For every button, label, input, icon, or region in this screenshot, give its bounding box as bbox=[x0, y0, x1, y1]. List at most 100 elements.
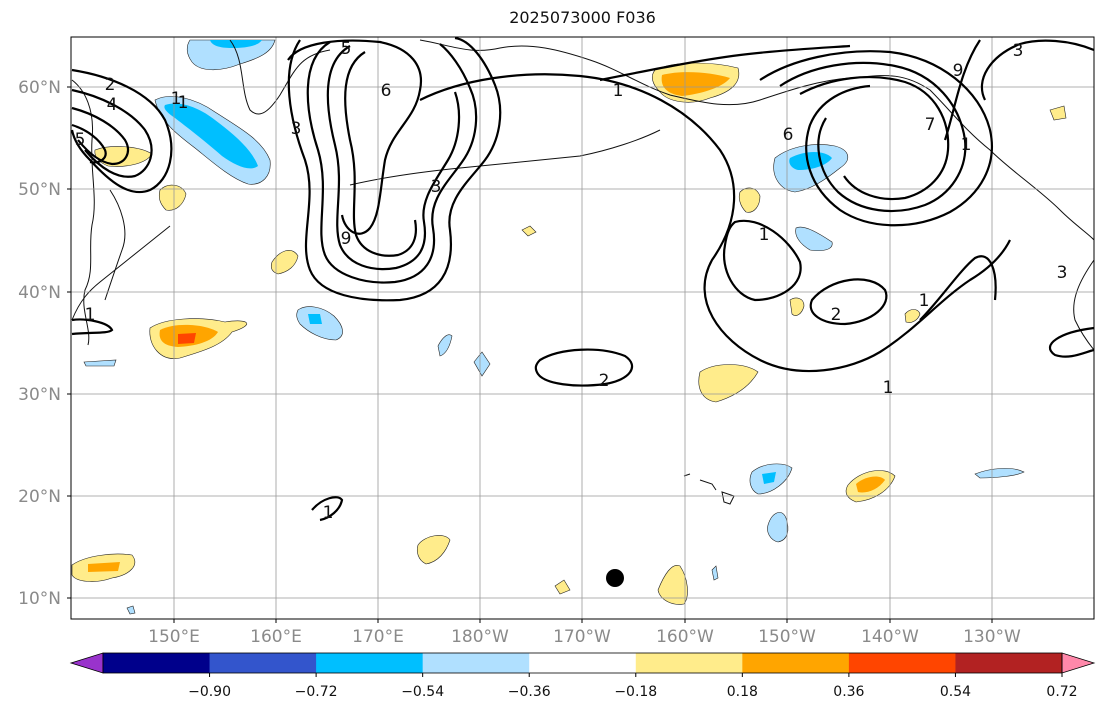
contour-label: 3 bbox=[291, 119, 302, 139]
positive-anomaly bbox=[554, 579, 571, 595]
negative-anomaly bbox=[210, 40, 262, 48]
aleutian-islands bbox=[349, 129, 661, 186]
longitude-axis: 150°E 160°E 170°E 180°W 170°W 160°W 150°W 140°W… bbox=[148, 619, 1021, 647]
positive-anomaly bbox=[88, 562, 120, 572]
colorbar-tick-label: −0.36 bbox=[508, 684, 551, 700]
contour-line bbox=[722, 219, 802, 302]
contour-label: 1 bbox=[961, 135, 972, 155]
alaska-coastline bbox=[419, 39, 1095, 241]
contour-label: 2 bbox=[105, 75, 116, 95]
kamchatka-coastline bbox=[229, 39, 331, 115]
contour-line bbox=[534, 348, 633, 387]
contours bbox=[70, 36, 1095, 522]
contour-label: 1 bbox=[919, 291, 930, 311]
contour-label: 1 bbox=[85, 305, 96, 325]
contour-line bbox=[980, 39, 1095, 101]
colorbar-bin bbox=[635, 653, 743, 673]
negative-anomaly bbox=[164, 103, 258, 169]
colorbar-tick-label: −0.18 bbox=[614, 684, 657, 700]
map-title: 2025073000 F036 bbox=[509, 8, 656, 27]
colorbar-bin bbox=[422, 653, 530, 673]
colorbar-extend-low bbox=[69, 652, 104, 674]
contour-line bbox=[779, 61, 967, 213]
lon-tick-label: 160°E bbox=[250, 627, 302, 647]
contour-label: 2 bbox=[831, 305, 842, 325]
colorbar-tick-label: 0.36 bbox=[833, 684, 864, 700]
coastlines bbox=[71, 39, 1095, 505]
negative-anomaly bbox=[795, 226, 833, 252]
contour-line bbox=[759, 50, 993, 227]
latitude-axis: 60°N 50°N 40°N 30°N 20°N 10°N bbox=[18, 78, 71, 609]
lon-tick-label: 150°E bbox=[148, 627, 200, 647]
negative-anomaly bbox=[473, 351, 491, 377]
lon-tick-label: 140°W bbox=[861, 627, 919, 647]
colorbar-tick-label: 0.18 bbox=[727, 684, 758, 700]
contour-line bbox=[799, 76, 950, 201]
negative-anomaly bbox=[186, 39, 276, 71]
positive-anomaly bbox=[661, 72, 730, 96]
contour-label: 3 bbox=[1013, 41, 1024, 61]
contour-line bbox=[344, 51, 417, 257]
colorbar-bin bbox=[742, 653, 850, 673]
contour-line bbox=[71, 106, 129, 166]
lat-tick-label: 30°N bbox=[18, 385, 61, 405]
contour-label: 9 bbox=[341, 229, 352, 249]
contour-label: 6 bbox=[783, 125, 794, 145]
storm-center-marker bbox=[606, 569, 624, 587]
contour-line bbox=[70, 68, 173, 194]
lat-tick-label: 40°N bbox=[18, 283, 61, 303]
asia-coastline bbox=[71, 79, 95, 346]
colorbar-bin bbox=[316, 653, 424, 673]
contour-line bbox=[287, 39, 423, 235]
colorbar: −0.90 −0.72 −0.54 −0.36 −0.18 0.18 0.36 0.54 0.7… bbox=[69, 652, 1096, 700]
contour-label: 1 bbox=[613, 81, 624, 101]
contour-line bbox=[71, 88, 153, 178]
negative-anomaly bbox=[762, 472, 776, 484]
positive-anomaly bbox=[738, 187, 761, 213]
contour-line bbox=[1048, 326, 1095, 358]
lat-tick-label: 10°N bbox=[18, 589, 61, 609]
asia-coastline bbox=[104, 189, 126, 301]
contour-line bbox=[311, 496, 344, 522]
north-america-coastline bbox=[1073, 259, 1095, 351]
japan-coastline bbox=[71, 225, 171, 321]
contour-label: 6 bbox=[381, 81, 392, 101]
contour-line bbox=[287, 36, 502, 302]
contour-label: 1 bbox=[883, 378, 894, 398]
contour-label: 4 bbox=[107, 95, 118, 115]
lon-tick-label: 170°E bbox=[352, 627, 404, 647]
lat-tick-label: 50°N bbox=[18, 180, 61, 200]
contour-label: 3 bbox=[1057, 263, 1068, 283]
colorbar-extend-high bbox=[1061, 652, 1096, 674]
positive-anomaly bbox=[789, 297, 805, 316]
colorbar-bin bbox=[209, 653, 317, 673]
negative-anomaly bbox=[711, 565, 719, 581]
positive-anomaly bbox=[178, 333, 196, 344]
graticule bbox=[71, 37, 1094, 619]
negative-anomaly bbox=[83, 359, 117, 367]
lon-tick-label: 180°W bbox=[451, 627, 509, 647]
colorbar-tick-label: −0.54 bbox=[401, 684, 444, 700]
lat-tick-label: 60°N bbox=[18, 78, 61, 98]
colorbar-bin bbox=[848, 653, 956, 673]
lon-tick-label: 170°W bbox=[553, 627, 611, 647]
positive-anomaly bbox=[270, 250, 299, 275]
contour-label: 1 bbox=[178, 93, 189, 113]
positive-anomaly bbox=[657, 564, 688, 605]
lon-tick-label: 130°W bbox=[963, 627, 1021, 647]
colorbar-bin bbox=[955, 653, 1063, 673]
colorbar-bin bbox=[103, 653, 211, 673]
lon-tick-label: 150°W bbox=[758, 627, 816, 647]
contour-line bbox=[306, 41, 478, 284]
contour-line bbox=[919, 255, 997, 321]
negative-anomaly bbox=[308, 314, 322, 324]
contour-line bbox=[599, 44, 851, 82]
positive-anomaly bbox=[698, 364, 759, 403]
positive-anomaly bbox=[856, 476, 885, 493]
colorbar-tick-label: 0.72 bbox=[1046, 684, 1077, 700]
negative-anomaly bbox=[126, 605, 136, 615]
contour-line bbox=[326, 45, 461, 271]
